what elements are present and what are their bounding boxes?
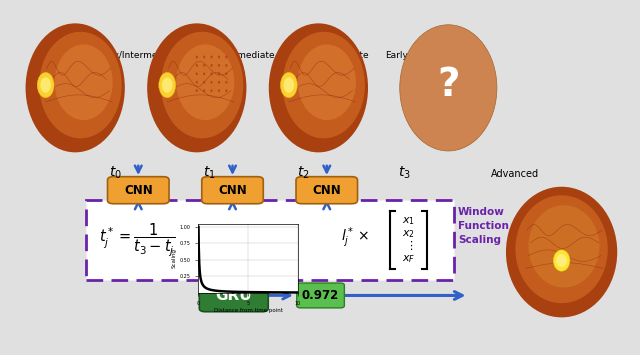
Text: $l_j^* \times$: $l_j^* \times$	[341, 226, 369, 250]
Text: GRU: GRU	[216, 288, 252, 303]
Ellipse shape	[211, 72, 212, 75]
Ellipse shape	[161, 32, 243, 138]
Ellipse shape	[211, 56, 212, 59]
Text: $x_2$: $x_2$	[402, 228, 415, 240]
Ellipse shape	[54, 44, 113, 120]
Y-axis label: Scaling: Scaling	[172, 248, 177, 268]
Bar	[86, 200, 454, 280]
FancyBboxPatch shape	[296, 177, 358, 204]
Ellipse shape	[282, 32, 365, 138]
Text: $\vdots$: $\vdots$	[404, 239, 413, 252]
Ellipse shape	[400, 25, 497, 151]
Ellipse shape	[556, 254, 567, 267]
Text: CNN: CNN	[312, 184, 341, 197]
Ellipse shape	[218, 56, 220, 59]
Text: CNN: CNN	[218, 184, 247, 197]
Ellipse shape	[218, 89, 220, 92]
Ellipse shape	[269, 23, 368, 152]
Ellipse shape	[554, 250, 570, 271]
FancyBboxPatch shape	[108, 177, 169, 204]
FancyBboxPatch shape	[199, 279, 268, 312]
Ellipse shape	[203, 72, 205, 75]
Ellipse shape	[196, 89, 198, 92]
Ellipse shape	[211, 81, 212, 84]
Ellipse shape	[218, 72, 220, 75]
Text: Early/Intermediate: Early/Intermediate	[190, 51, 275, 60]
Ellipse shape	[225, 64, 227, 67]
Ellipse shape	[203, 89, 205, 92]
Text: $t_3$: $t_3$	[397, 164, 410, 181]
Text: $t_j^* = \dfrac{1}{t_3 - t_j}$: $t_j^* = \dfrac{1}{t_3 - t_j}$	[99, 222, 175, 258]
Text: Window
Function
Scaling: Window Function Scaling	[458, 207, 509, 245]
Text: $x_F$: $x_F$	[402, 253, 415, 265]
Text: Advanced: Advanced	[491, 169, 540, 179]
Text: Early/Intermediate: Early/Intermediate	[96, 51, 180, 60]
Ellipse shape	[159, 72, 175, 98]
Ellipse shape	[196, 72, 198, 75]
Ellipse shape	[37, 72, 54, 98]
Ellipse shape	[211, 64, 212, 67]
Ellipse shape	[225, 72, 227, 75]
Text: CNN: CNN	[124, 184, 153, 197]
Ellipse shape	[529, 205, 600, 288]
Ellipse shape	[298, 44, 356, 120]
Ellipse shape	[203, 81, 205, 84]
Text: ?: ?	[437, 66, 460, 104]
Ellipse shape	[284, 77, 294, 93]
Ellipse shape	[162, 77, 173, 93]
X-axis label: Distance from time point: Distance from time point	[214, 308, 282, 313]
Ellipse shape	[506, 187, 617, 317]
Ellipse shape	[280, 72, 297, 98]
Ellipse shape	[515, 195, 608, 303]
Ellipse shape	[39, 32, 122, 138]
Text: 0.972: 0.972	[302, 289, 339, 302]
Text: $x_1$: $x_1$	[402, 215, 415, 227]
Text: Early/Intermediate: Early/Intermediate	[284, 51, 369, 60]
Ellipse shape	[218, 81, 220, 84]
Ellipse shape	[203, 56, 205, 59]
Text: $t_0$: $t_0$	[109, 164, 122, 181]
Ellipse shape	[196, 56, 198, 59]
Text: $t_2$: $t_2$	[297, 164, 310, 181]
Ellipse shape	[196, 81, 198, 84]
Text: Early/Intermediate: Early/Intermediate	[385, 51, 470, 60]
Ellipse shape	[196, 64, 198, 67]
Ellipse shape	[176, 44, 234, 120]
FancyBboxPatch shape	[202, 177, 263, 204]
Ellipse shape	[225, 89, 227, 92]
Ellipse shape	[203, 64, 205, 67]
Ellipse shape	[26, 23, 125, 152]
Ellipse shape	[211, 89, 212, 92]
Text: $t_1$: $t_1$	[203, 164, 216, 181]
Ellipse shape	[225, 81, 227, 84]
Ellipse shape	[218, 64, 220, 67]
Ellipse shape	[40, 77, 51, 93]
Ellipse shape	[147, 23, 246, 152]
Ellipse shape	[225, 56, 227, 59]
FancyBboxPatch shape	[297, 283, 344, 308]
